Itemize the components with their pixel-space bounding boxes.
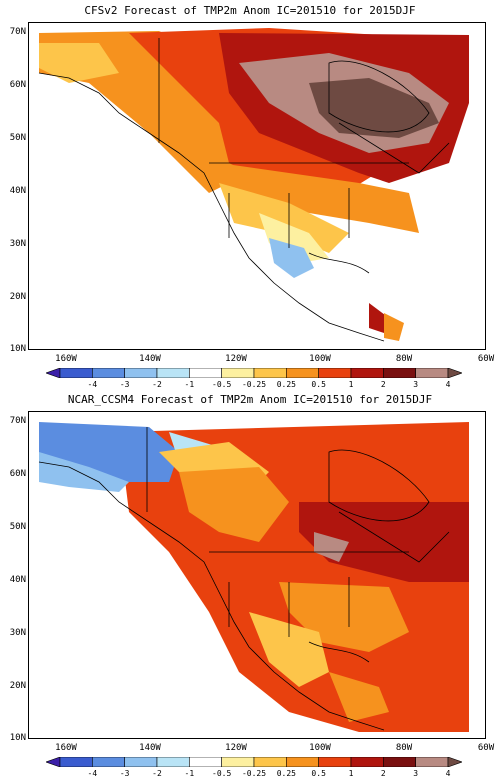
colorbar-swatch [318, 757, 352, 767]
anomaly-map [28, 22, 486, 350]
colorbar-arrow-left [46, 757, 61, 767]
colorbar-swatch [124, 368, 158, 378]
lon-label: 60W [477, 743, 495, 753]
lon-label: 100W [309, 743, 331, 753]
colorbar [46, 757, 462, 767]
colorbar-tick-label: -4 [87, 380, 98, 389]
colorbar-swatch [189, 757, 222, 767]
colorbar-arrow-left [46, 368, 61, 378]
colorbar-tick-label: -0.5 [212, 380, 232, 389]
colorbar-swatch [253, 368, 287, 378]
colorbar-tick-label: 4 [445, 769, 451, 778]
lon-label: 160W [55, 354, 77, 364]
forecast-panel-cfsv2: CFSv2 Forecast of TMP2m Anom IC=201510 f… [9, 4, 495, 389]
colorbar-swatch [124, 757, 158, 767]
coastlines [38, 427, 450, 731]
coastlines [38, 38, 450, 342]
map-canvas [38, 28, 469, 342]
colorbar-tick-label: 1 [348, 769, 354, 778]
lon-label: 160W [55, 743, 77, 753]
lon-label: 80W [395, 354, 413, 364]
colorbar-tick-label: 3 [413, 769, 419, 778]
lat-label: 50N [9, 133, 26, 143]
map-canvas [38, 422, 469, 732]
colorbar-swatch [189, 368, 222, 378]
colorbar-tick-label: -3 [119, 769, 130, 778]
lon-label: 60W [477, 354, 495, 364]
lat-label: 50N [9, 522, 26, 532]
anomaly-fill [39, 422, 469, 732]
colorbar-swatch [383, 368, 416, 378]
colorbar-tick-label: 4 [445, 380, 451, 389]
anomaly-fill [39, 28, 469, 341]
colorbar-tick-label: -0.5 [212, 769, 232, 778]
colorbar-swatch [415, 368, 449, 378]
lat-label: 30N [9, 628, 26, 638]
panel-title: NCAR_CCSM4 Forecast of TMP2m Anom IC=201… [67, 393, 433, 406]
colorbar-tick-label: 0.5 [311, 380, 326, 389]
colorbar-swatch [350, 757, 384, 767]
lat-label: 40N [9, 186, 26, 196]
colorbar-swatch [59, 368, 93, 378]
colorbar [46, 368, 462, 378]
colorbar-swatch [253, 757, 287, 767]
colorbar-tick-label: -3 [119, 380, 130, 389]
lon-label: 120W [225, 743, 247, 753]
lat-label: 60N [9, 80, 26, 90]
lat-label: 30N [9, 239, 26, 249]
colorbar-swatch [156, 757, 190, 767]
anomaly-map [28, 411, 486, 739]
colorbar-swatch [221, 368, 255, 378]
lon-label: 80W [395, 743, 413, 753]
lat-label: 40N [9, 575, 26, 585]
lat-label: 60N [9, 469, 26, 479]
colorbar-swatch [156, 368, 190, 378]
colorbar-arrow-right [447, 757, 462, 767]
lat-label: 70N [9, 27, 26, 37]
colorbar-tick-label: 0.5 [311, 769, 326, 778]
lat-label: 20N [9, 292, 26, 302]
colorbar-swatch [415, 757, 449, 767]
colorbar-swatch [383, 757, 416, 767]
colorbar-swatch [318, 368, 352, 378]
lat-label: 10N [9, 733, 26, 743]
lon-label: 120W [225, 354, 247, 364]
lat-label: 10N [9, 344, 26, 354]
colorbar-swatch [92, 368, 125, 378]
colorbar-arrow-right [447, 368, 462, 378]
colorbar-swatch [59, 757, 93, 767]
colorbar-swatch [92, 757, 125, 767]
colorbar-swatch [350, 368, 384, 378]
lon-label: 100W [309, 354, 331, 364]
colorbar-tick-label: 2 [380, 769, 386, 778]
lon-label: 140W [139, 354, 161, 364]
colorbar-tick-label: 2 [380, 380, 386, 389]
colorbar-tick-label: 1 [348, 380, 354, 389]
colorbar-tick-label: -2 [152, 769, 162, 778]
lat-label: 70N [9, 416, 26, 426]
colorbar-tick-label: -0.25 [241, 380, 267, 389]
colorbar-swatch [286, 757, 319, 767]
colorbar-swatch [286, 368, 319, 378]
colorbar-tick-label: 3 [413, 380, 419, 389]
lon-label: 140W [139, 743, 161, 753]
colorbar-tick-label: -1 [184, 769, 195, 778]
colorbar-tick-label: -4 [87, 769, 98, 778]
panel-title: CFSv2 Forecast of TMP2m Anom IC=201510 f… [84, 4, 416, 17]
colorbar-tick-label: 0.25 [276, 380, 296, 389]
colorbar-tick-label: -2 [152, 380, 162, 389]
colorbar-swatch [221, 757, 255, 767]
colorbar-tick-label: -0.25 [241, 769, 267, 778]
colorbar-tick-label: -1 [184, 380, 195, 389]
forecast-panel-ccsm4: NCAR_CCSM4 Forecast of TMP2m Anom IC=201… [0, 389, 500, 778]
colorbar-tick-label: 0.25 [276, 769, 296, 778]
lat-label: 20N [9, 681, 26, 691]
